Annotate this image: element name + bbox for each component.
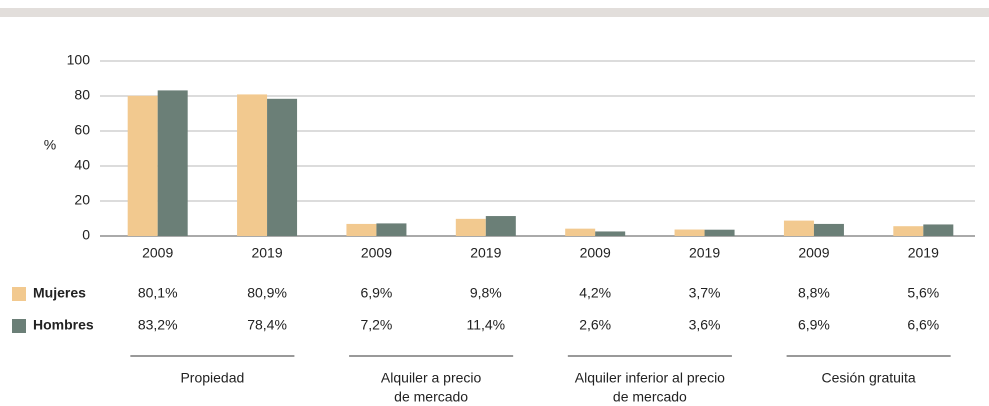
- value-label: 8,8%: [798, 285, 830, 301]
- value-label: 9,8%: [470, 285, 502, 301]
- bar: [267, 98, 298, 236]
- x-tick-label: 2009: [798, 245, 829, 261]
- legend-swatch: [12, 319, 26, 333]
- y-axis-label: %: [44, 137, 56, 153]
- bar: [346, 223, 377, 236]
- bar: [376, 223, 407, 236]
- bar: [237, 94, 268, 236]
- bar: [893, 226, 924, 236]
- x-tick-label: 2019: [251, 245, 282, 261]
- value-label: 83,2%: [138, 317, 178, 333]
- x-tick-label: 2009: [580, 245, 611, 261]
- x-tick-label: 2019: [470, 245, 501, 261]
- y-tick-label: 0: [82, 227, 90, 243]
- legend-swatch: [12, 287, 26, 301]
- value-label: 78,4%: [247, 317, 287, 333]
- value-label: 11,4%: [466, 317, 505, 333]
- bar: [157, 90, 188, 237]
- x-tick-label: 2009: [142, 245, 173, 261]
- bar: [565, 228, 596, 236]
- bar: [674, 229, 705, 236]
- value-label: 6,9%: [360, 285, 392, 301]
- value-label: 80,9%: [247, 285, 287, 301]
- y-tick-label: 60: [74, 122, 90, 138]
- value-label: 2,6%: [579, 317, 611, 333]
- value-label: 3,6%: [689, 317, 721, 333]
- x-tick-label: 2019: [908, 245, 939, 261]
- value-label: 6,9%: [798, 317, 830, 333]
- bar: [704, 229, 735, 236]
- legend-label: Mujeres: [33, 285, 86, 301]
- group-label: Alquiler a precio: [381, 370, 482, 386]
- value-label: 5,6%: [907, 285, 939, 301]
- group-label: Alquiler inferior al precio: [575, 370, 725, 386]
- top-band: [0, 8, 989, 17]
- bar: [455, 218, 486, 236]
- bar: [923, 224, 954, 236]
- y-tick-label: 100: [67, 52, 91, 68]
- x-tick-label: 2009: [361, 245, 392, 261]
- bar: [595, 231, 626, 236]
- group-label: Cesión gratuita: [822, 370, 916, 386]
- bar: [127, 95, 158, 236]
- y-tick-label: 40: [74, 157, 90, 173]
- group-label: de mercado: [394, 389, 468, 405]
- value-label: 7,2%: [360, 317, 392, 333]
- value-label: 4,2%: [579, 285, 611, 301]
- value-label: 3,7%: [689, 285, 721, 301]
- x-tick-label: 2019: [689, 245, 720, 261]
- value-label: 6,6%: [907, 317, 939, 333]
- y-tick-label: 80: [74, 87, 90, 103]
- group-label: Propiedad: [180, 370, 244, 386]
- group-label: de mercado: [613, 389, 687, 405]
- legend-label: Hombres: [33, 317, 94, 333]
- bar: [783, 220, 814, 236]
- bar: [485, 216, 516, 236]
- y-tick-label: 20: [74, 192, 90, 208]
- bar: [813, 223, 844, 236]
- value-label: 80,1%: [138, 285, 178, 301]
